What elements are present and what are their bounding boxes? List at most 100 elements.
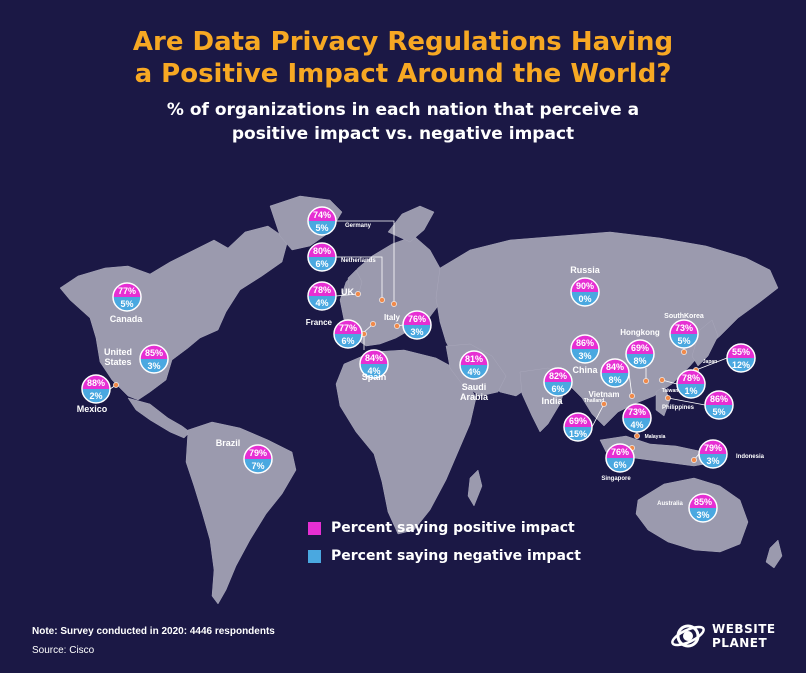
leader-line-vietnam — [628, 372, 633, 397]
positive-value-united-states: 85% — [145, 348, 163, 358]
negative-value-japan: 12% — [732, 360, 750, 370]
negative-half-germany — [308, 221, 336, 235]
new-zealand-shape — [765, 539, 783, 569]
positive-value-russia: 90% — [576, 281, 594, 291]
brand-name: WEBSITE PLANET — [712, 622, 776, 650]
country-label-japan: Japan — [703, 359, 717, 365]
negative-value-taiwan: 1% — [684, 386, 697, 396]
positive-half-thailand — [564, 413, 592, 427]
positive-half-russia — [571, 278, 599, 292]
negative-half-brazil — [244, 459, 272, 473]
leader-line-thailand — [591, 403, 605, 428]
south-america-shape — [185, 421, 297, 605]
positive-half-australia — [689, 494, 717, 508]
negative-value-hongkong: 8% — [633, 356, 646, 366]
country-label-philippines: Philippines — [662, 405, 695, 411]
negative-value-philippines: 5% — [712, 407, 725, 417]
positive-half-canada — [113, 283, 141, 297]
positive-value-netherlands: 80% — [313, 246, 331, 256]
negative-half-russia — [571, 292, 599, 306]
badge-thailand: 69%15% — [563, 412, 593, 442]
location-marker-netherlands — [379, 297, 385, 303]
positive-half-singapore — [606, 444, 634, 458]
badge-ring-malaysia — [622, 403, 652, 433]
badge-indonesia: 79%3% — [698, 439, 728, 469]
location-marker-thailand — [601, 401, 607, 407]
location-marker-vietnam — [629, 393, 635, 399]
badge-saudi-arabia: 81%4% — [459, 350, 489, 380]
negative-half-united-states — [140, 359, 168, 373]
negative-half-thailand — [564, 427, 592, 441]
positive-half-taiwan — [677, 370, 705, 384]
badge-taiwan: 78%1% — [676, 369, 706, 399]
positive-value-india: 82% — [549, 371, 567, 381]
negative-half-netherlands — [308, 257, 336, 271]
badge-netherlands: 80%6% — [307, 242, 337, 272]
badge-brazil: 79%7% — [243, 444, 273, 474]
positive-value-germany: 74% — [313, 210, 331, 220]
negative-half-canada — [113, 297, 141, 311]
negative-value-netherlands: 6% — [315, 259, 328, 269]
positive-value-italy: 76% — [408, 314, 426, 324]
survey-note: Note: Survey conducted in 2020: 4446 res… — [32, 626, 275, 637]
negative-value-australia: 3% — [696, 510, 709, 520]
negative-value-southkorea: 5% — [677, 336, 690, 346]
badge-mexico: 88%2% — [81, 374, 111, 404]
leader-line-uk — [335, 293, 359, 297]
badge-ring-australia — [688, 493, 718, 523]
negative-half-australia — [689, 508, 717, 522]
badge-ring-france — [333, 319, 363, 349]
positive-value-spain: 84% — [365, 353, 383, 363]
madagascar-shape — [467, 469, 483, 507]
negative-half-philippines — [705, 405, 733, 419]
badge-australia: 85%3% — [688, 493, 718, 523]
positive-half-vietnam — [601, 359, 629, 373]
legend-positive-swatch — [308, 521, 321, 535]
country-label-vietnam: Vietnam — [589, 390, 620, 399]
negative-half-spain — [360, 364, 388, 378]
negative-half-mexico — [82, 389, 110, 403]
badge-japan: 55%12% — [726, 343, 756, 373]
positive-value-china: 86% — [576, 338, 594, 348]
badge-ring-canada — [112, 282, 142, 312]
badge-southkorea: 73%5% — [669, 319, 699, 349]
location-marker-mexico — [113, 382, 119, 388]
location-marker-uk — [355, 291, 361, 297]
badge-ring-philippines — [704, 390, 734, 420]
positive-half-saudi-arabia — [460, 351, 488, 365]
badge-ring-brazil — [243, 444, 273, 474]
badge-malaysia: 73%4% — [622, 403, 652, 433]
source-note: Source: Cisco — [32, 645, 95, 656]
positive-value-vietnam: 84% — [606, 362, 624, 372]
negative-value-spain: 4% — [367, 366, 380, 376]
negative-value-uk: 4% — [315, 298, 328, 308]
negative-half-taiwan — [677, 384, 705, 398]
positive-value-thailand: 69% — [569, 416, 587, 426]
negative-value-singapore: 6% — [613, 460, 626, 470]
legend-positive-label: Percent saying positive impact — [331, 520, 575, 536]
positive-value-uk: 78% — [313, 285, 331, 295]
badge-ring-netherlands — [307, 242, 337, 272]
country-label-uk: UK — [341, 287, 354, 297]
negative-half-uk — [308, 296, 336, 310]
negative-half-indonesia — [699, 454, 727, 468]
positive-value-hongkong: 69% — [631, 343, 649, 353]
badge-ring-russia — [570, 277, 600, 307]
negative-value-china: 3% — [578, 351, 591, 361]
positive-half-germany — [308, 207, 336, 221]
location-marker-italy — [394, 323, 400, 329]
british-isles-shape — [347, 269, 363, 297]
title: Are Data Privacy Regulations Having a Po… — [132, 27, 674, 89]
negative-value-brazil: 7% — [251, 461, 264, 471]
location-marker-indonesia — [691, 457, 697, 463]
positive-half-brazil — [244, 445, 272, 459]
subtitle: % of organizations in each nation that p… — [166, 100, 640, 144]
negative-value-saudi-arabia: 4% — [467, 367, 480, 377]
location-marker-philippines — [665, 395, 671, 401]
badge-ring-spain — [359, 349, 389, 379]
badge-philippines: 86%5% — [704, 390, 734, 420]
leader-lines — [109, 220, 728, 461]
badge-ring-singapore — [605, 443, 635, 473]
badge-canada: 77%5% — [112, 282, 142, 312]
country-label-italy: Italy — [384, 313, 401, 322]
